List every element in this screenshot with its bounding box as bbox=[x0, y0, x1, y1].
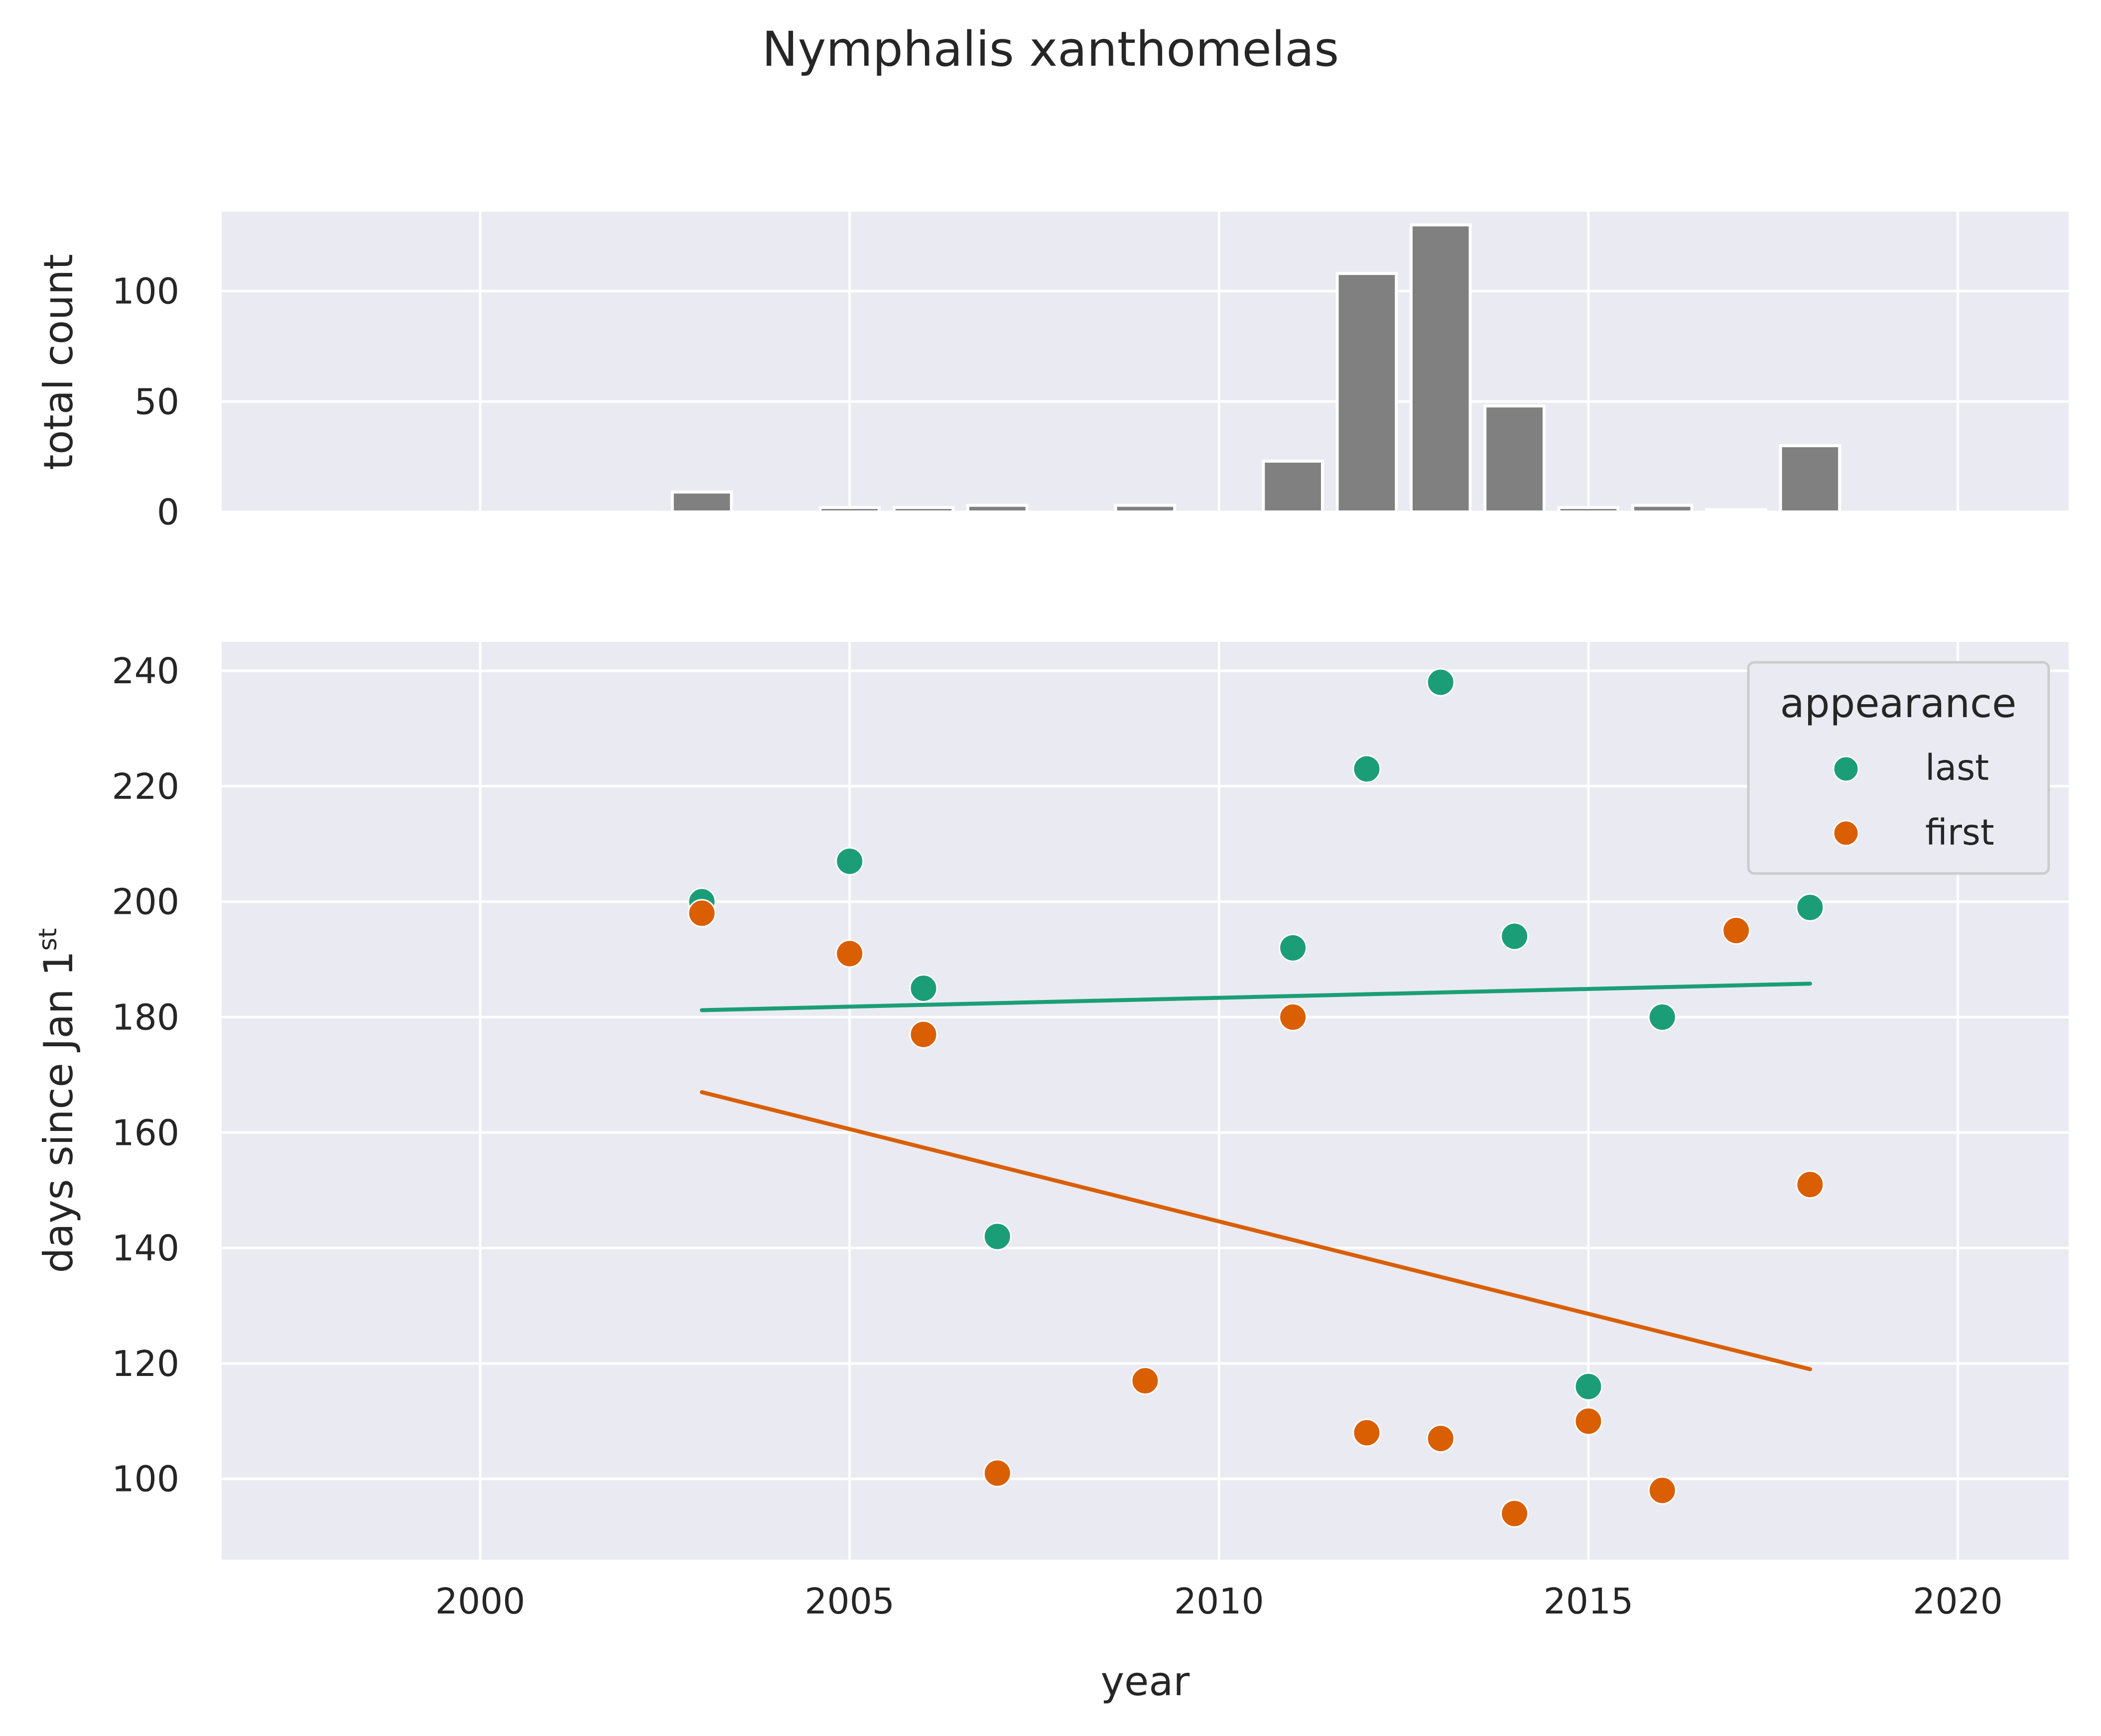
scatter-panel-y-tick-label: 140 bbox=[112, 1228, 179, 1269]
scatter-panel-y-tick-label: 240 bbox=[112, 650, 179, 692]
bar-2017 bbox=[1705, 508, 1767, 513]
x-tick-label: 2010 bbox=[1174, 1581, 1264, 1622]
trend-line-first bbox=[700, 1090, 1812, 1371]
trend-lines bbox=[700, 982, 1812, 1371]
point-first bbox=[835, 939, 864, 968]
legend-label-first: first bbox=[1925, 812, 1994, 853]
trend-line-last bbox=[700, 982, 1812, 1012]
x-tick-label: 2005 bbox=[804, 1581, 895, 1622]
bar-2014 bbox=[1483, 404, 1546, 513]
scatter-panel-y-grid bbox=[222, 669, 2069, 1481]
scatter-panel-y-ticks: 100 120 140 160 180 200 220 240 bbox=[112, 650, 179, 1500]
scatter-panel-y-tick-label: 180 bbox=[112, 996, 179, 1038]
bar-2005 bbox=[818, 506, 881, 513]
bar-panel-y-tick-label: 0 bbox=[157, 492, 179, 533]
bar-2013 bbox=[1409, 223, 1472, 513]
bar-2006 bbox=[892, 506, 955, 513]
bar-panel-y-tick-label: 100 bbox=[112, 271, 179, 312]
x-tick-label: 2000 bbox=[435, 1581, 525, 1622]
scatter-panel-y-tick-label: 220 bbox=[112, 766, 179, 807]
bar-2018 bbox=[1779, 444, 1841, 513]
scatter-panel-y-label: days since Jan 1st bbox=[33, 928, 82, 1273]
scatter-panel: 100 120 140 160 180 200 220 240 2000 2005 2010 201… bbox=[33, 642, 2069, 1705]
point-last bbox=[1574, 1372, 1603, 1401]
bar-panel-y-tick-label: 50 bbox=[134, 381, 179, 422]
point-first bbox=[1500, 1499, 1529, 1528]
bar-2011 bbox=[1262, 460, 1324, 513]
point-first bbox=[1352, 1418, 1381, 1447]
bar-panel-background bbox=[222, 212, 2069, 512]
scatter-panel-y-tick-label: 160 bbox=[112, 1112, 179, 1153]
point-first bbox=[1574, 1407, 1603, 1436]
point-first bbox=[909, 1020, 938, 1049]
legend: appearance last first bbox=[1747, 661, 2050, 875]
scatter-points bbox=[687, 668, 1825, 1528]
x-tick-label: 2020 bbox=[1913, 1581, 2003, 1622]
point-last bbox=[1426, 668, 1455, 697]
x-axis-label: year bbox=[1101, 1658, 1190, 1705]
bar-panel-y-ticks: 0 50 100 bbox=[112, 271, 179, 533]
bar-series bbox=[670, 223, 1841, 514]
point-last bbox=[983, 1222, 1012, 1251]
bar-2015 bbox=[1557, 506, 1620, 513]
point-first bbox=[1722, 916, 1751, 945]
scatter-panel-y-label-main: days since Jan 1 bbox=[35, 951, 82, 1273]
bar-2009 bbox=[1114, 503, 1177, 514]
chart-title: Nymphalis xanthomelas bbox=[762, 21, 1339, 77]
legend-box bbox=[1747, 661, 2050, 875]
scatter-panel-y-tick-label: 100 bbox=[112, 1459, 179, 1500]
x-axis-ticks: 2000 2005 2010 2015 2020 bbox=[435, 1581, 2003, 1622]
bar-panel-x-grid bbox=[479, 212, 1960, 512]
point-last bbox=[1352, 754, 1381, 783]
point-first bbox=[1131, 1366, 1160, 1395]
point-first bbox=[687, 899, 716, 928]
bar-panel: 0 50 100 total count bbox=[35, 212, 2069, 533]
x-tick-label: 2015 bbox=[1544, 1581, 1634, 1622]
point-first bbox=[1796, 1170, 1825, 1199]
bar-2003 bbox=[670, 491, 733, 513]
legend-marker-first bbox=[1833, 820, 1859, 847]
bar-panel-y-label: total count bbox=[35, 254, 82, 470]
bar-2012 bbox=[1335, 272, 1398, 513]
point-first bbox=[1279, 1002, 1308, 1031]
point-last bbox=[1279, 933, 1308, 962]
point-first bbox=[1426, 1424, 1455, 1453]
scatter-panel-y-label-superscript: st bbox=[33, 928, 62, 951]
point-last bbox=[1648, 1002, 1677, 1031]
point-last bbox=[1796, 893, 1825, 922]
legend-label-last: last bbox=[1925, 747, 1989, 788]
point-last bbox=[835, 847, 864, 875]
point-first bbox=[1648, 1476, 1677, 1505]
scatter-panel-y-tick-label: 200 bbox=[112, 881, 179, 923]
legend-marker-last bbox=[1833, 755, 1859, 782]
legend-title: appearance bbox=[1780, 680, 2017, 727]
point-last bbox=[1500, 922, 1529, 951]
point-last bbox=[909, 974, 938, 1002]
bar-2007 bbox=[966, 503, 1029, 514]
scatter-panel-y-tick-label: 120 bbox=[112, 1343, 179, 1384]
bar-2016 bbox=[1631, 503, 1694, 514]
point-first bbox=[983, 1459, 1012, 1488]
